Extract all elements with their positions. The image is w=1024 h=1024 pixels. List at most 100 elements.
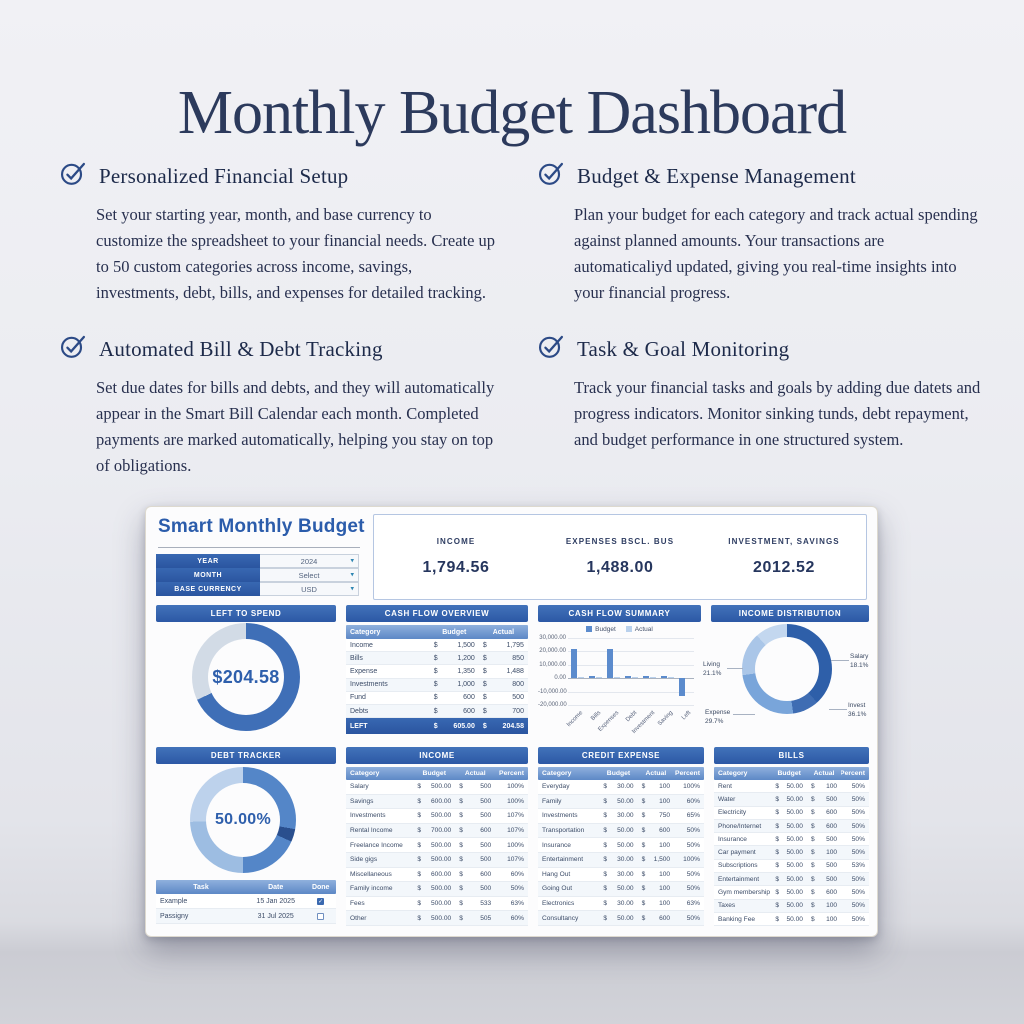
- table-row: Side gigs $500.00 $500 107%: [346, 852, 528, 868]
- table-cell: $50.00: [603, 797, 634, 805]
- table-cell: $50.00: [603, 885, 634, 893]
- feature-task-goal-monitoring: Task & Goal Monitoring Track your financ…: [538, 333, 986, 453]
- table-cell: $600.00: [417, 797, 452, 805]
- table-cell: 100%: [507, 797, 524, 805]
- table-cell: Insurance: [718, 835, 747, 843]
- table-cell: 65%: [686, 812, 700, 820]
- credit-expense-panel: CREDIT EXPENSE Category Budget Actual Pe…: [538, 747, 704, 937]
- table-cell: Everyday: [542, 783, 570, 791]
- page-title: Monthly Budget Dashboard: [177, 78, 847, 147]
- table-cell: $800: [482, 681, 524, 689]
- task-done-checkbox[interactable]: ✓: [317, 897, 325, 905]
- table-cell: $500: [810, 875, 838, 883]
- table-cell: 50%: [851, 915, 865, 923]
- table-cell: Investments: [542, 812, 578, 820]
- table-cell: Entertainment: [718, 875, 760, 883]
- table-cell: $600: [459, 827, 492, 835]
- table-cell: $500.00: [417, 914, 452, 922]
- table-cell: $1,795: [482, 641, 524, 649]
- check-circle-icon: [60, 160, 88, 192]
- table-row: Fund $600 $500: [346, 691, 528, 705]
- table-cell: $1,500: [433, 641, 475, 649]
- table-row: Investments $30.00 $750 65%: [538, 809, 704, 824]
- table-cell: 63%: [686, 900, 700, 908]
- table-cell: $500.00: [417, 783, 452, 791]
- table-row: Insurance $50.00 $500 50%: [714, 833, 869, 847]
- chevron-down-icon: ▾: [350, 585, 354, 593]
- bar: [577, 676, 584, 679]
- leader-line: [733, 714, 755, 715]
- summary-invest-value: 2012.52: [752, 559, 816, 576]
- task-done-checkbox[interactable]: [317, 912, 325, 920]
- task-date: 15 Jan 2025: [256, 897, 295, 905]
- table-cell: $500: [810, 862, 838, 870]
- bar: [660, 675, 667, 679]
- check-circle-icon: [538, 160, 566, 192]
- actual-swatch: [625, 626, 632, 632]
- table-cell: 50%: [851, 822, 865, 830]
- table-cell: 107%: [507, 827, 524, 835]
- task-name: Passigny: [160, 912, 189, 920]
- table-header-row: Category Budget Actual Percent: [346, 767, 528, 780]
- slice-label: Salary 18.1%: [850, 653, 869, 669]
- table-cell: Miscellaneous: [350, 870, 392, 878]
- year-select[interactable]: 2024 ▾: [260, 554, 359, 568]
- table-cell: $500: [459, 797, 492, 805]
- table-cell: $500.00: [417, 885, 452, 893]
- table-cell: $204.58: [482, 722, 524, 730]
- y-tick-label: 10,000.00: [539, 661, 566, 668]
- month-select[interactable]: Select ▾: [260, 568, 359, 582]
- table-cell: $50.00: [775, 902, 803, 910]
- table-cell: 100%: [507, 783, 524, 791]
- table-row: Rent $50.00 $100 50%: [714, 780, 869, 794]
- table-header-row: Category Budget Actual Percent: [714, 767, 869, 780]
- chevron-down-icon: ▾: [350, 571, 354, 579]
- table-cell: Phone/Internet: [718, 822, 762, 830]
- table-row: Family $50.00 $100 60%: [538, 794, 704, 810]
- table-row: Banking Fee $50.00 $100 50%: [714, 912, 869, 927]
- table-cell: $50.00: [775, 889, 803, 897]
- table-row: Consultancy $50.00 $600 50%: [538, 911, 704, 926]
- table-cell: $700.00: [417, 827, 452, 835]
- table-cell: Family: [542, 797, 562, 805]
- y-tick-label: 30,000.00: [539, 635, 566, 641]
- slice-label: Invest 36.1%: [848, 702, 867, 718]
- table-cell: $1,500: [641, 856, 671, 864]
- table-row: Taxes $50.00 $100 50%: [714, 899, 869, 913]
- table-row: Fees $500.00 $533 63%: [346, 896, 528, 912]
- table-cell: 107%: [507, 856, 524, 864]
- table-cell: $500: [810, 835, 838, 843]
- table-row: Entertainment $30.00 $1,500 100%: [538, 852, 704, 868]
- table-cell: $600: [810, 889, 838, 897]
- setup-selectors: YEAR 2024 ▾ MONTH Select ▾ BASE CURRENCY…: [156, 554, 359, 596]
- task-table: Example 15 Jan 2025 ✓ Passigny 31 Jul 2025: [156, 894, 336, 924]
- gridline: [568, 691, 694, 693]
- chevron-down-icon: ▾: [350, 557, 354, 565]
- table-cell: Other: [350, 914, 367, 922]
- table-cell: 60%: [510, 914, 524, 922]
- table-row: Gym membership $50.00 $600 50%: [714, 886, 869, 900]
- table-cell: $30.00: [603, 812, 634, 820]
- bar: [606, 649, 613, 679]
- table-row: Income $1,500 $1,795: [346, 639, 528, 653]
- table-row: Everyday $30.00 $100 100%: [538, 780, 704, 795]
- table-cell: Car payment: [718, 849, 756, 857]
- table-cell: $533: [459, 900, 492, 908]
- table-cell: Going Out: [542, 885, 573, 893]
- table-cell: $600: [810, 809, 838, 817]
- feature-title: Automated Bill & Debt Tracking: [99, 336, 383, 361]
- table-cell: $100: [810, 849, 838, 857]
- table-row: Electronics $30.00 $100 63%: [538, 896, 704, 912]
- y-tick-label: 20,000.00: [539, 648, 566, 655]
- table-cell: 107%: [507, 812, 524, 820]
- table-cell: Expense: [350, 667, 378, 675]
- summary-income-value: 1,794.56: [422, 559, 490, 576]
- table-cell: $500: [459, 812, 492, 820]
- leader-line: [831, 660, 849, 661]
- table-cell: Freelance Income: [350, 841, 403, 849]
- currency-select[interactable]: USD ▾: [260, 582, 359, 596]
- feature-title: Personalized Financial Setup: [99, 163, 349, 188]
- table-cell: $50.00: [775, 822, 803, 830]
- table-row: Other $500.00 $505 60%: [346, 911, 528, 926]
- table-cell: $50.00: [775, 795, 803, 803]
